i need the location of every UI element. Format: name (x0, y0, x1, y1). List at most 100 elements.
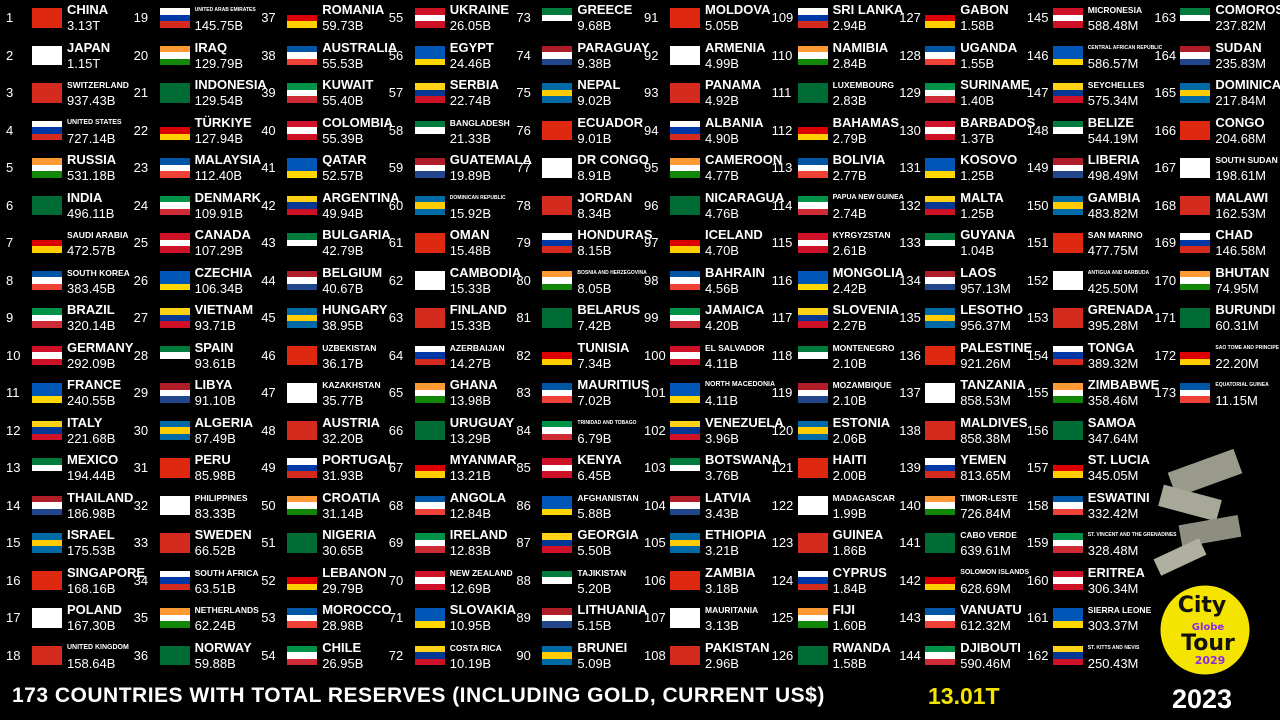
country-entry: 117 SLOVENIA 2.27B (770, 300, 899, 337)
flag-stripe (159, 96, 190, 103)
country-entry: 172 SAO TOME AND PRINCIPE 22.20M (1152, 338, 1279, 375)
country-entry: 149 LIBERIA 498.49M (1025, 150, 1152, 187)
country-name: BANGLADESH (449, 117, 510, 128)
flag-stripe (542, 283, 573, 291)
flag-stripe (797, 120, 828, 128)
country-name: LESOTHO (960, 302, 1024, 317)
flag-stripe (670, 577, 700, 584)
flag-stripe (670, 389, 700, 397)
country-name: CYPRUS (832, 564, 887, 580)
flag-stripe (287, 583, 318, 591)
reserve-value: 3.13T (67, 18, 101, 33)
reserve-value: 2.61B (832, 243, 867, 258)
flag (542, 233, 573, 253)
reserve-value: 109.91B (194, 205, 244, 221)
flag (925, 533, 956, 553)
country-entry: 83 MAURITIUS 7.02B (514, 375, 649, 412)
rank: 31 (133, 460, 149, 475)
flag-stripe (925, 583, 956, 591)
rank: 123 (771, 535, 794, 550)
country-name: GAMBIA (1087, 189, 1141, 205)
flag-stripe (32, 570, 62, 578)
country-name: MALDIVES (960, 414, 1028, 430)
rank: 23 (133, 160, 149, 175)
flag-stripe (287, 458, 318, 465)
flag-stripe (797, 583, 828, 591)
rank: 59 (388, 160, 404, 175)
flag-stripe (32, 83, 62, 90)
country-name: NEPAL (577, 77, 621, 92)
reserve-value: 74.95M (1215, 280, 1259, 296)
country-name: ANTIGUA AND BARBUDA (1087, 269, 1150, 276)
flag-stripe (414, 352, 445, 359)
country-name: NORWAY (194, 639, 252, 655)
country-entry: 163 COMOROS 237.82M (1152, 0, 1280, 37)
flag-stripe (670, 314, 700, 322)
country-entry: 115 KYRGYZSTAN 2.61B (770, 225, 897, 262)
flag-stripe (1052, 608, 1083, 615)
rank: 29 (133, 385, 149, 400)
reserve-value: 4.90B (705, 130, 739, 146)
country-name: ST. LUCIA (1087, 452, 1150, 467)
country-name: SIERRA LEONE (1087, 605, 1152, 615)
reserve-value: 483.82M (1087, 205, 1139, 221)
rank: 120 (771, 422, 794, 438)
flag-stripe (159, 233, 190, 240)
country-entry: 88 TAJIKISTAN 5.20B (514, 563, 641, 600)
flag (414, 495, 445, 516)
country-entry: 61 OMAN 15.48B (387, 225, 514, 262)
footer-total: 13.01T (928, 683, 1000, 709)
country-entry: 130 BARBADOS 1.37B (897, 113, 1035, 150)
flag (32, 383, 62, 403)
rank: 118 (771, 347, 793, 363)
flag-stripe (32, 208, 62, 216)
country-entry: 12 ITALY 221.68B (4, 413, 131, 450)
reserve-value: 198.61M (1215, 168, 1266, 183)
reserve-value: 145.75B (194, 18, 244, 33)
rank: 103 (644, 460, 666, 475)
flag (159, 458, 190, 478)
flag-stripe (159, 208, 190, 216)
flag-stripe (542, 202, 573, 209)
country-entry: 97 ICELAND 4.70B (642, 225, 769, 262)
flag-stripe (925, 127, 956, 134)
country-entry: 32 PHILIPPINES 83.33B (132, 488, 259, 525)
country-name: BELARUS (577, 302, 641, 317)
country-entry: 120 ESTONIA 2.06B (770, 413, 897, 450)
country-entry: 159 ST. VINCENT AND THE GRENADINES 328.48M (1025, 525, 1177, 562)
flag-stripe (414, 427, 445, 434)
rank: 27 (133, 310, 149, 325)
country-entry: 160 ERITREA 306.34M (1025, 563, 1152, 600)
flag (32, 158, 62, 178)
rank: 67 (388, 460, 404, 475)
country-name: PORTUGAL (322, 452, 396, 467)
country-name: BURUNDI (1215, 302, 1276, 317)
country-entry: 36 NORWAY 59.88B (132, 638, 259, 675)
flag (670, 383, 700, 403)
flag (542, 645, 573, 666)
flag-stripe (414, 21, 445, 28)
flag (542, 45, 573, 66)
flag (542, 570, 573, 591)
reserve-value: 194.44B (67, 468, 116, 483)
country-name: GRENADA (1087, 302, 1154, 317)
flag-stripe (1052, 14, 1083, 22)
country-name: FRANCE (67, 377, 122, 392)
flag-stripe (797, 352, 828, 359)
reserve-value: 12.83B (449, 543, 491, 558)
rank: 137 (899, 385, 921, 400)
flag-stripe (32, 246, 62, 253)
country-name: GHANA (449, 377, 498, 392)
country-name: TRINIDAD AND TOBAGO (577, 419, 637, 426)
rank: 66 (388, 422, 404, 438)
flag-stripe (1052, 427, 1083, 434)
country-name: SAO TOME AND PRINCIPE (1215, 344, 1280, 351)
flag (925, 420, 956, 441)
flag-stripe (32, 158, 62, 165)
flag-stripe (287, 508, 318, 516)
flag-stripe (32, 171, 62, 178)
rank: 165 (1154, 85, 1177, 100)
flag-stripe (1052, 158, 1083, 165)
country-entry: 33 SWEDEN 66.52B (132, 525, 259, 562)
country-entry: 124 CYPRUS 1.84B (770, 563, 897, 600)
